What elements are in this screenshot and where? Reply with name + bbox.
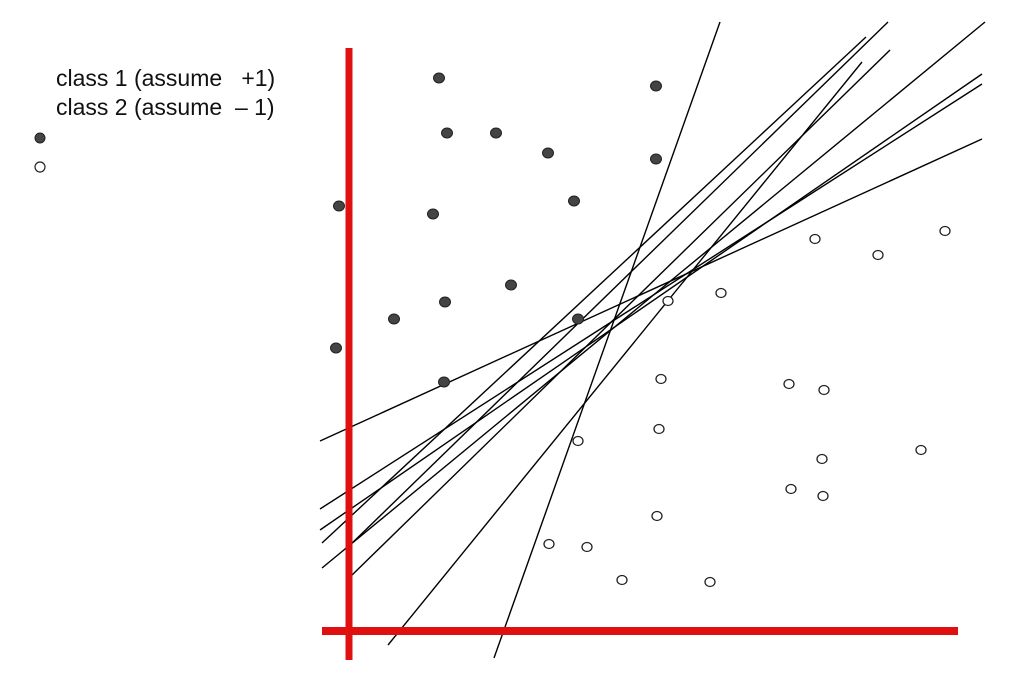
class-1-point-9 — [568, 195, 580, 207]
class-2-point-14 — [817, 490, 829, 502]
class-1-point-6 — [650, 153, 662, 165]
class-2-point-6 — [655, 373, 667, 385]
class-2-point-18 — [616, 574, 628, 586]
axes — [322, 48, 958, 660]
class-2-point-10 — [572, 435, 584, 447]
class-1-point-2 — [650, 80, 662, 92]
class-2-point-3 — [872, 249, 884, 261]
class-2-point-17 — [581, 541, 593, 553]
separator-line-7 — [321, 36, 867, 544]
class-1-point-1 — [433, 72, 445, 84]
class-1-point-13 — [572, 313, 584, 325]
class-2-point-5 — [715, 287, 727, 299]
class-2-point-11 — [816, 453, 828, 465]
separator-line-4 — [321, 21, 986, 569]
class-1-point-11 — [439, 296, 451, 308]
legend-row-class-1: class 1 (assume +1) — [34, 64, 276, 143]
legend-row-class-2: class 2 (assume – 1) — [34, 93, 275, 173]
class-2-point-9 — [653, 423, 665, 435]
class-2-point-2 — [939, 225, 951, 237]
class-2-point-19 — [704, 576, 716, 588]
class-1-point-3 — [441, 127, 453, 139]
class-1-point-5 — [542, 147, 554, 159]
legend-label-class-2: class 2 (assume – 1) — [56, 94, 275, 120]
class-1-point-12 — [388, 313, 400, 325]
filled-circle-icon — [34, 74, 46, 143]
separator-line-6 — [349, 49, 891, 578]
separator-line-1 — [319, 138, 983, 442]
class-2-point-1 — [809, 233, 821, 245]
class-2-points — [543, 225, 951, 588]
separator-line-9 — [493, 21, 721, 659]
class-2-point-4 — [662, 295, 674, 307]
class-1-point-15 — [438, 376, 450, 388]
class-1-point-4 — [490, 127, 502, 139]
separator-line-8 — [387, 61, 863, 646]
class-1-points — [330, 72, 662, 388]
class-1-point-10 — [505, 279, 517, 291]
separator-line-5 — [345, 21, 889, 550]
class-1-point-7 — [333, 200, 345, 212]
legend: class 1 (assume +1) class 2 (assume – 1) — [34, 64, 276, 173]
class-2-point-7 — [783, 378, 795, 390]
separator-line-3 — [319, 73, 983, 531]
class-2-point-12 — [915, 444, 927, 456]
class-2-point-16 — [543, 538, 555, 550]
hollow-circle-icon — [34, 103, 46, 173]
class-2-point-13 — [785, 483, 797, 495]
legend-label-class-1: class 1 (assume +1) — [56, 65, 276, 91]
class-2-point-8 — [818, 384, 830, 396]
class-1-point-8 — [427, 208, 439, 220]
class-2-point-15 — [651, 510, 663, 522]
separator-lines — [319, 21, 986, 659]
class-1-point-14 — [330, 342, 342, 354]
